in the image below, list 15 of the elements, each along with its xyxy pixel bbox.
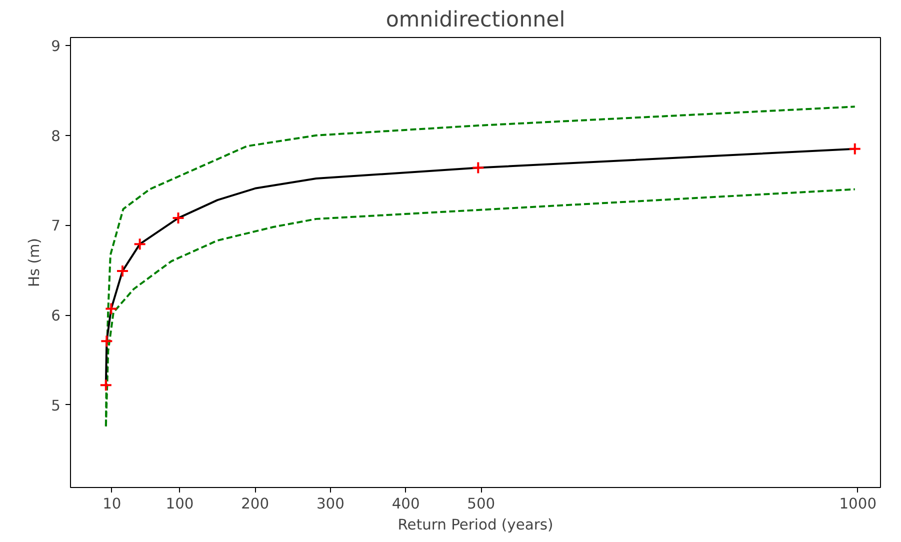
x-tick-label: 300 <box>316 496 344 512</box>
x-axis-title: Return Period (years) <box>398 516 554 534</box>
x-tick-label: 400 <box>392 496 420 512</box>
x-tick-label: 500 <box>467 496 496 512</box>
y-tick-label: 9 <box>51 38 61 56</box>
x-tick-label: 200 <box>241 496 270 512</box>
y-tick-label: 6 <box>51 308 61 325</box>
x-tick-label: 1000 <box>839 496 877 512</box>
y-tick-label: 8 <box>51 128 61 145</box>
y-tick-label: 7 <box>51 218 61 235</box>
y-axis-title: Hs (m) <box>26 238 44 288</box>
x-tick-label: 100 <box>166 496 194 512</box>
y-tick-label: 5 <box>51 397 61 414</box>
chart-title: omnidirectionnel <box>386 8 566 32</box>
x-tick-label: 10 <box>102 496 122 512</box>
